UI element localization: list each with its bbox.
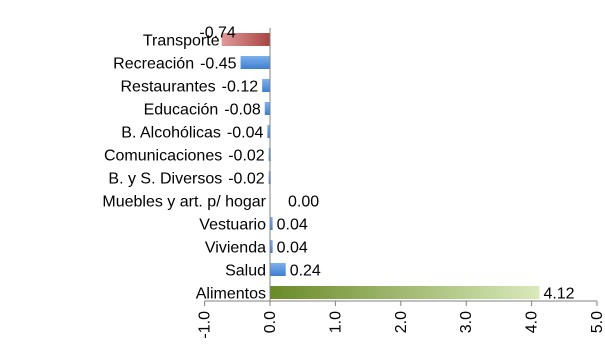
category-label-salud: Salud bbox=[225, 263, 266, 280]
value-label-recreacion: -0.45 bbox=[200, 56, 237, 73]
category-label-vivienda: Vivienda bbox=[205, 240, 266, 257]
category-labels: Transporte Recreación Restaurantes Educació… bbox=[102, 33, 266, 303]
bar-recreacion bbox=[240, 56, 270, 69]
value-label-alimentos: 4.12 bbox=[543, 286, 574, 303]
value-label-vestuario: 0.04 bbox=[277, 217, 308, 234]
x-tick-label-2: 1.0 bbox=[327, 311, 344, 333]
bar-vivienda bbox=[270, 240, 273, 253]
bar-restaurantes bbox=[262, 79, 270, 92]
category-label-muebles-y-art-p-hogar: Muebles y art. p/ hogar bbox=[102, 194, 266, 211]
category-label-educacion: Educación bbox=[144, 102, 219, 119]
bar-transporte bbox=[221, 33, 270, 46]
category-label-vestuario: Vestuario bbox=[199, 217, 266, 234]
bars-group bbox=[221, 33, 540, 299]
category-label-transporte: Transporte bbox=[143, 33, 220, 50]
value-label-educacion: -0.08 bbox=[224, 102, 261, 119]
value-label-restaurantes: -0.12 bbox=[222, 79, 259, 96]
x-tick-label-4: 3.0 bbox=[458, 311, 475, 333]
x-tick-label-1: 0.0 bbox=[262, 311, 279, 333]
category-label-restaurantes: Restaurantes bbox=[121, 79, 216, 96]
bar-b-alcoholicas bbox=[267, 125, 270, 138]
value-labels: -0.74 -0.45 -0.12 -0.08 -0.04 -0.02 -0.02 0.00 0… bbox=[199, 25, 574, 303]
value-label-comunicaciones: -0.02 bbox=[228, 148, 265, 165]
category-label-comunicaciones: Comunicaciones bbox=[104, 148, 222, 165]
category-label-b-y-s-diversos: B. y S. Diversos bbox=[108, 171, 222, 188]
bar-alimentos bbox=[270, 286, 540, 299]
value-label-vivienda: 0.04 bbox=[277, 240, 308, 257]
value-label-b-alcoholicas: -0.04 bbox=[227, 125, 264, 142]
value-label-b-y-s-diversos: -0.02 bbox=[228, 171, 265, 188]
category-label-recreacion: Recreación bbox=[113, 56, 194, 73]
value-label-muebles-y-art-p-hogar: 0.00 bbox=[288, 194, 319, 211]
category-label-b-alcoholicas: B. Alcohólicas bbox=[121, 125, 221, 142]
value-label-transporte: -0.74 bbox=[199, 25, 236, 42]
bar-educacion bbox=[264, 102, 270, 115]
bar-salud bbox=[270, 263, 286, 276]
x-tick-label-5: 4.0 bbox=[524, 311, 541, 333]
bar-vestuario bbox=[270, 217, 273, 230]
category-label-alimentos: Alimentos bbox=[196, 286, 266, 303]
x-tick-label-0: -1.0 bbox=[197, 311, 214, 339]
value-label-salud: 0.24 bbox=[290, 263, 321, 280]
x-axis-ticks: -1.0 0.0 1.0 2.0 3.0 4.0 5.0 bbox=[197, 301, 605, 339]
x-tick-label-3: 2.0 bbox=[393, 311, 410, 333]
x-tick-label-6: 5.0 bbox=[589, 311, 605, 333]
